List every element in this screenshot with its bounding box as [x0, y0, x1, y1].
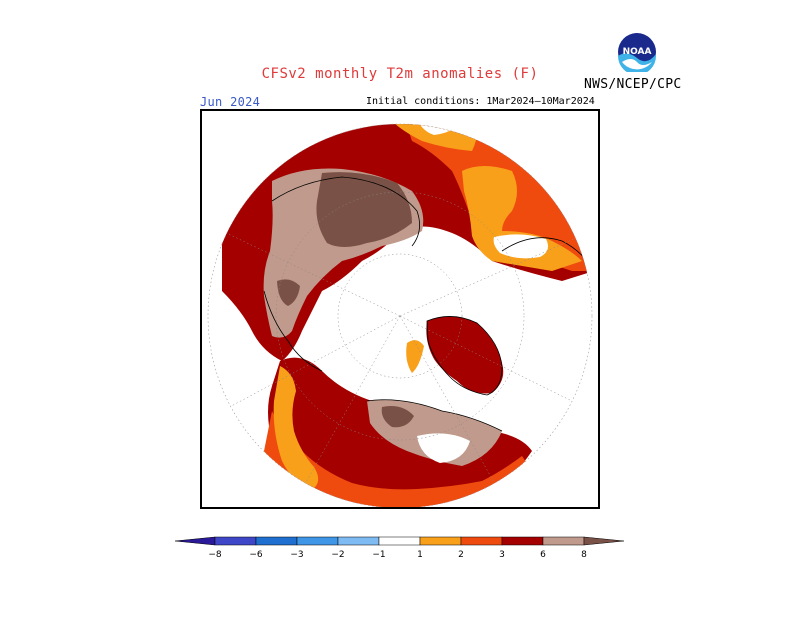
legend-bin — [501, 536, 544, 546]
legend-tick-label: −2 — [331, 550, 344, 560]
legend-tick-label: 6 — [540, 550, 546, 560]
legend-bin — [337, 536, 380, 546]
polar-anomaly-map — [207, 123, 593, 507]
initial-conditions-label: Initial conditions: 1Mar2024–10Mar2024 — [366, 96, 595, 107]
legend-bin — [296, 536, 339, 546]
color-scale-legend: −8 −6 −3 −2 −1 1 2 3 6 8 — [174, 536, 625, 560]
legend-tick-label: −8 — [208, 550, 222, 560]
noaa-logo-icon: NOAA — [618, 33, 656, 72]
forecast-month-label: Jun 2024 — [200, 95, 261, 109]
legend-tick-label: −3 — [290, 550, 303, 560]
east-asia-white-gap — [493, 234, 548, 259]
legend-bin-low-arrow — [174, 536, 216, 546]
canada-white-patch — [417, 433, 470, 463]
greenland-darkred-region — [426, 316, 504, 394]
legend-tick-label: −6 — [249, 550, 263, 560]
legend-bin — [542, 536, 585, 546]
map-title: CFSv2 monthly T2m anomalies (F) — [261, 66, 539, 82]
canada-brown-patch — [381, 406, 414, 428]
legend-bin — [378, 536, 421, 546]
ne-asia-orange-region — [462, 166, 582, 271]
legend-tick-label: −1 — [372, 550, 385, 560]
agency-label: NWS/NCEP/CPC — [584, 77, 682, 92]
legend-tick-label: 2 — [458, 550, 464, 560]
north-america-orange-region — [273, 366, 319, 491]
noaa-logo-text: NOAA — [623, 47, 652, 57]
legend-tick-label: 3 — [499, 550, 505, 560]
legend-bin — [255, 536, 298, 546]
legend-bin — [419, 536, 462, 546]
legend-bin — [460, 536, 503, 546]
russia-brown-region — [316, 172, 412, 247]
legend-bin-high-arrow — [583, 536, 625, 546]
north-america-redorange-region — [264, 411, 532, 507]
legend-tick-label: 8 — [581, 550, 587, 560]
europe-brown-patch — [277, 279, 300, 306]
legend-tick-label: 1 — [417, 550, 423, 560]
greenland-orange-edge — [406, 340, 424, 373]
legend-bin — [214, 536, 257, 546]
map-panel — [200, 109, 600, 509]
